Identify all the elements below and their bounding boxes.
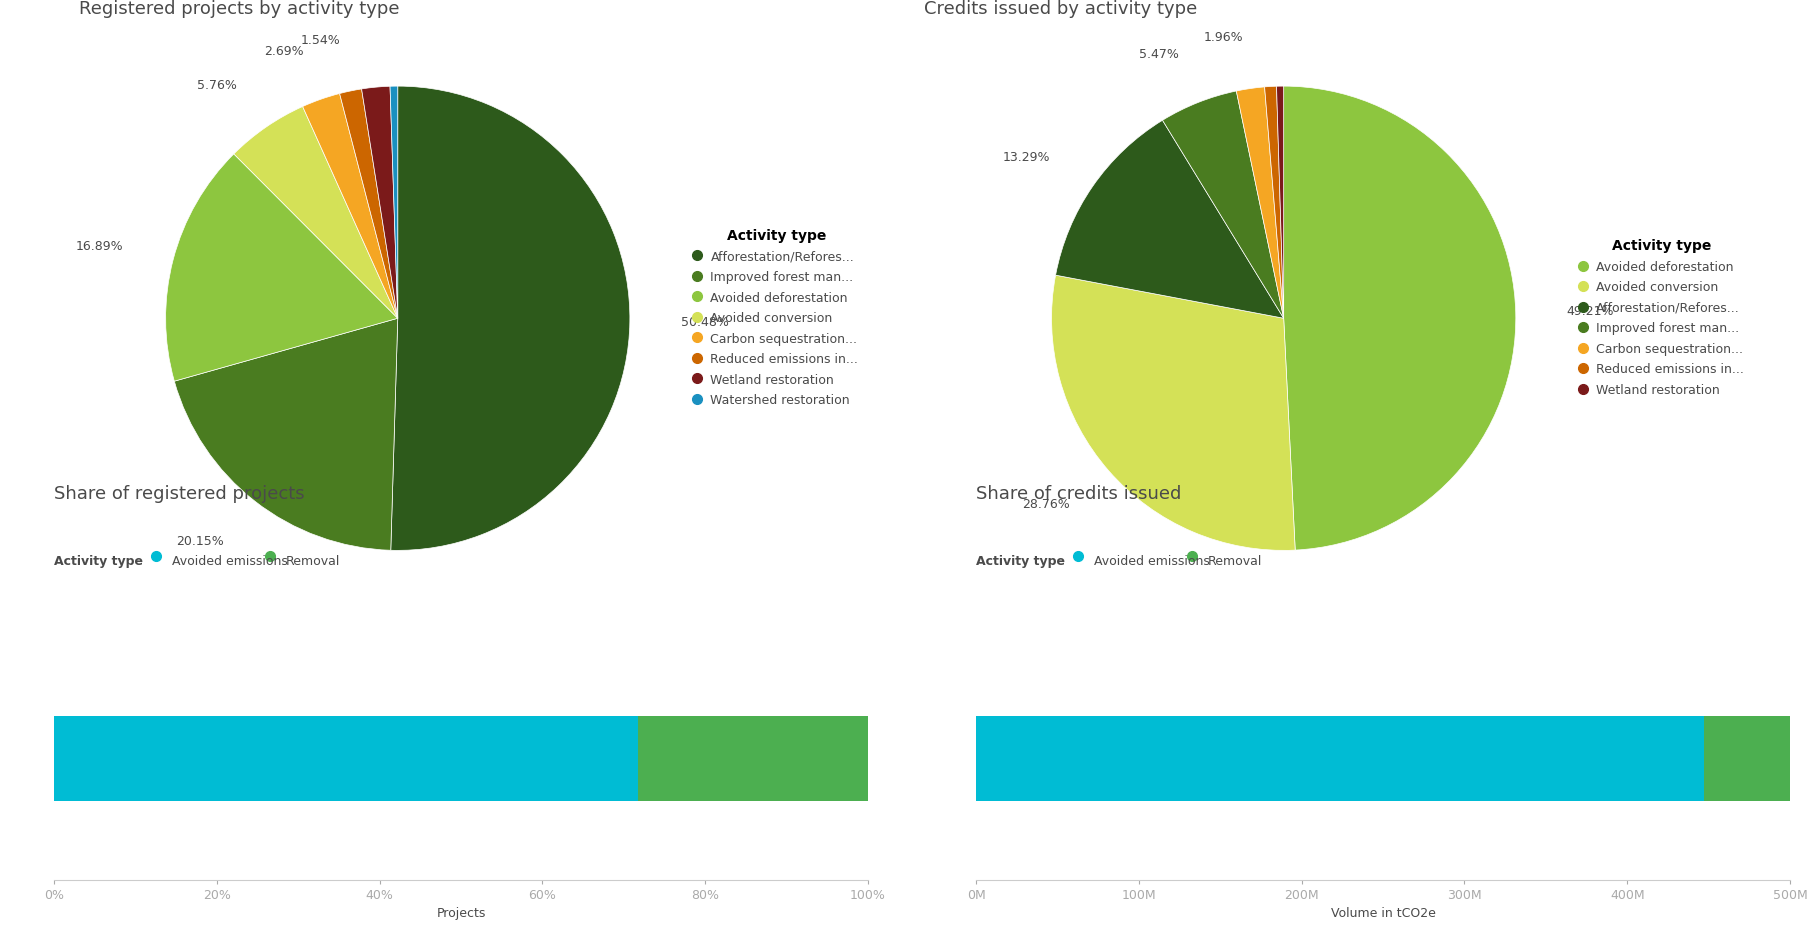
Wedge shape xyxy=(1283,86,1514,550)
Legend: Afforestation/Refores..., Improved forest man..., Avoided deforestation, Avoided: Afforestation/Refores..., Improved fores… xyxy=(694,229,858,407)
Wedge shape xyxy=(1236,87,1283,318)
Text: Removal: Removal xyxy=(286,555,340,568)
Text: 20.15%: 20.15% xyxy=(175,534,224,548)
Text: Removal: Removal xyxy=(1207,555,1261,568)
Text: 2.69%: 2.69% xyxy=(264,45,304,57)
Wedge shape xyxy=(1052,275,1294,550)
Wedge shape xyxy=(361,86,398,318)
Wedge shape xyxy=(390,86,629,550)
X-axis label: Projects: Projects xyxy=(435,907,486,920)
Bar xyxy=(638,715,867,800)
Wedge shape xyxy=(302,94,398,318)
Legend: Avoided deforestation, Avoided conversion, Afforestation/Refores..., Improved fo: Avoided deforestation, Avoided conversio… xyxy=(1579,240,1744,397)
Text: Avoided emissions: Avoided emissions xyxy=(172,555,287,568)
Wedge shape xyxy=(1055,120,1283,318)
Text: 5.47%: 5.47% xyxy=(1138,49,1178,62)
Text: Activity type: Activity type xyxy=(54,555,152,568)
Text: 1.54%: 1.54% xyxy=(300,35,340,48)
Text: 1.96%: 1.96% xyxy=(1203,32,1243,45)
Wedge shape xyxy=(340,89,398,318)
Wedge shape xyxy=(1276,86,1283,318)
Text: 50.48%: 50.48% xyxy=(681,316,728,329)
Bar xyxy=(976,715,1704,800)
Text: Share of credits issued: Share of credits issued xyxy=(976,485,1182,503)
X-axis label: Volume in tCO2e: Volume in tCO2e xyxy=(1330,907,1435,920)
Wedge shape xyxy=(1162,91,1283,318)
Text: 16.89%: 16.89% xyxy=(76,240,123,253)
Text: 49.21%: 49.21% xyxy=(1567,305,1614,317)
Bar xyxy=(1704,715,1789,800)
Text: 28.76%: 28.76% xyxy=(1023,498,1070,511)
Text: Share of registered projects: Share of registered projects xyxy=(54,485,305,503)
Text: Registered projects by activity type: Registered projects by activity type xyxy=(78,0,399,18)
Text: 5.76%: 5.76% xyxy=(197,79,237,92)
Wedge shape xyxy=(173,318,398,550)
Text: Activity type: Activity type xyxy=(976,555,1073,568)
Wedge shape xyxy=(233,107,398,318)
Wedge shape xyxy=(166,154,398,381)
Text: Avoided emissions: Avoided emissions xyxy=(1093,555,1209,568)
Text: 13.29%: 13.29% xyxy=(1003,151,1050,164)
Bar xyxy=(54,715,638,800)
Wedge shape xyxy=(1263,86,1283,318)
Wedge shape xyxy=(390,86,398,318)
Text: Credits issued by activity type: Credits issued by activity type xyxy=(923,0,1196,18)
